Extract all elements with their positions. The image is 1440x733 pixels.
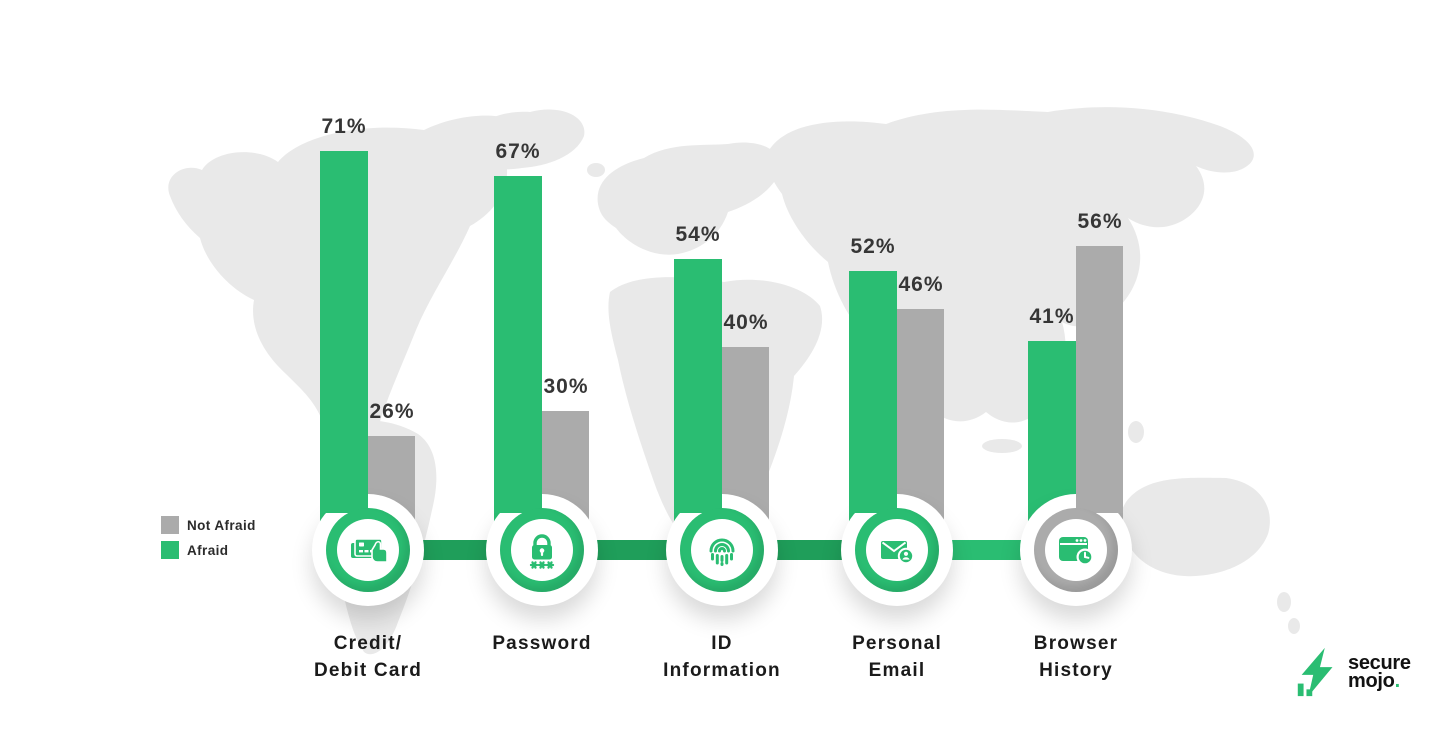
- fingerprint-icon: [709, 538, 735, 566]
- brand-logo: secure mojo.: [1292, 645, 1411, 699]
- icon-holder: [337, 519, 399, 581]
- afraid-value-label: 41%: [1029, 305, 1075, 328]
- category-label: Personal Email: [852, 633, 942, 681]
- not-afraid-value-label: 30%: [543, 375, 589, 398]
- afraid-bar: [320, 151, 368, 550]
- afraid-value-label: 71%: [321, 115, 367, 138]
- brand-logo-line1: secure: [1348, 652, 1411, 674]
- legend-swatch-afraid: [161, 541, 179, 559]
- brand-logo-line2: mojo.: [1348, 670, 1401, 692]
- not-afraid-value-label: 56%: [1077, 210, 1123, 233]
- securemojo-logo-icon: [1297, 647, 1333, 697]
- map-island-4: [1128, 421, 1144, 443]
- map-europe: [597, 142, 781, 255]
- legend-item-not-afraid: Not Afraid: [161, 516, 256, 534]
- category-label: Credit/ Debit Card: [313, 633, 423, 681]
- brand-logo-text: secure mojo.: [1348, 652, 1411, 692]
- map-island-1: [982, 439, 1022, 453]
- legend-swatch-not-afraid: [161, 516, 179, 534]
- legend-item-afraid: Afraid: [161, 541, 256, 559]
- bar-group-id-information: 54% 40% ID In: [612, 0, 832, 733]
- icon-holder: [1045, 519, 1107, 581]
- category-label: ID Information: [663, 633, 781, 681]
- not-afraid-value-label: 40%: [723, 311, 769, 334]
- icon-holder: [511, 519, 573, 581]
- afraid-value-label: 67%: [495, 140, 541, 163]
- map-new-zealand-1: [1277, 592, 1291, 612]
- afraid-value-label: 52%: [850, 235, 896, 258]
- category-label: Browser History: [1033, 633, 1119, 681]
- map-australia: [1120, 477, 1270, 577]
- not-afraid-value-label: 26%: [369, 400, 415, 423]
- legend-label-afraid: Afraid: [187, 542, 229, 558]
- icon-holder: [866, 519, 928, 581]
- category-label: Password: [492, 633, 592, 654]
- afraid-value-label: 54%: [675, 223, 721, 246]
- bar-group-credit-debit-card: 71% 26% Credit/ Debit Card: [258, 0, 478, 733]
- browser-history-icon: [1059, 537, 1094, 566]
- brand-logo-dot: .: [1394, 670, 1401, 692]
- credit-card-icon: [351, 538, 388, 563]
- map-new-zealand-2: [1288, 618, 1300, 634]
- bar-group-password: 67% 30% Password: [432, 0, 652, 733]
- map-uk: [587, 163, 605, 177]
- icon-holder: [691, 519, 753, 581]
- not-afraid-value-label: 46%: [898, 273, 944, 296]
- email-user-icon: [881, 541, 915, 565]
- map-greenland: [467, 109, 585, 170]
- bar-group-personal-email: 52% 46% Personal Email: [787, 0, 1007, 733]
- password-lock-icon: [529, 534, 555, 569]
- legend-label-not-afraid: Not Afraid: [187, 517, 256, 533]
- bar-group-browser-history: 41% 56% Browser History: [966, 0, 1186, 733]
- legend: Not Afraid Afraid: [161, 516, 256, 566]
